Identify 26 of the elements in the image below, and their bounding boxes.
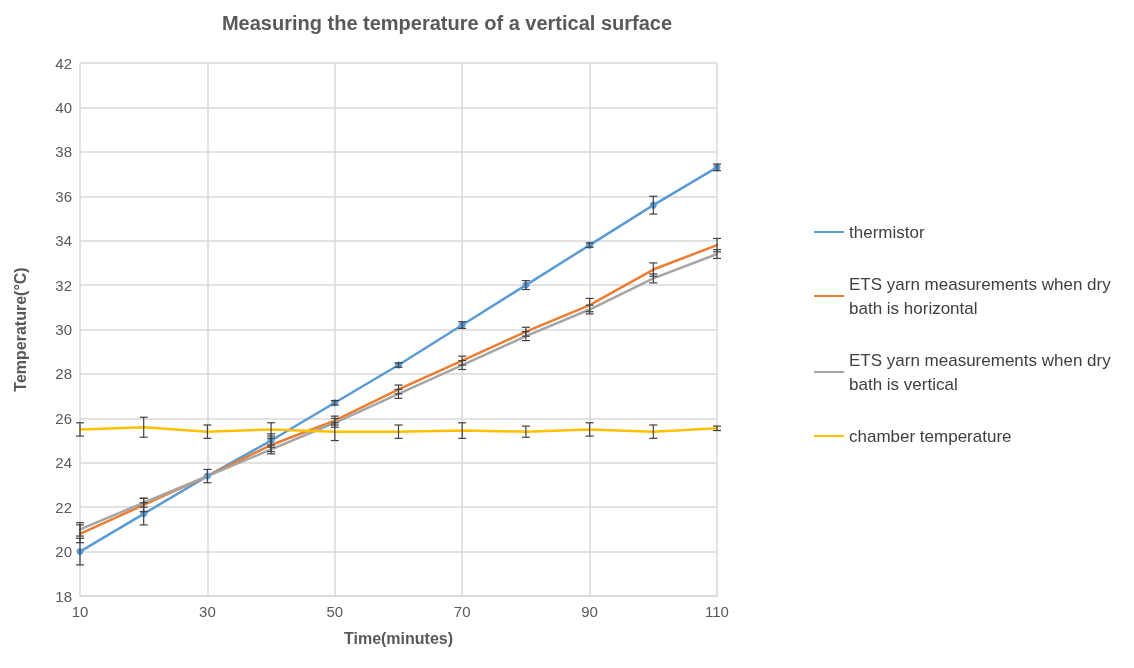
y-tick-label: 28 (55, 365, 72, 383)
y-tick-label: 34 (55, 232, 72, 250)
x-tick-label: 50 (326, 603, 344, 620)
x-tick-label: 10 (71, 603, 89, 620)
y-tick-label: 42 (55, 54, 72, 72)
chart-title: Measuring the temperature of a vertical surface (221, 12, 673, 34)
x-tick-label: 90 (581, 603, 598, 620)
y-tick-label: 18 (55, 587, 72, 605)
y-tick-label: 26 (55, 409, 72, 427)
y-axis-title: Temperature(°C) (11, 267, 29, 392)
y-tick-label: 24 (55, 454, 72, 472)
legend-label: ETS yarn measurements when dry bath is horizontal (849, 274, 1116, 318)
y-tick-label: 22 (55, 498, 72, 516)
legend-label: thermistor (849, 222, 925, 242)
y-tick-label: 36 (55, 187, 72, 205)
y-tick-label: 32 (55, 276, 72, 294)
y-tick-label: 20 (55, 543, 72, 561)
y-tick-label: 38 (55, 143, 72, 161)
x-axis-title: Time(minutes) (343, 629, 454, 647)
y-tick-label: 40 (55, 98, 72, 116)
legend-label: chamber temperature (849, 426, 1012, 446)
x-tick-label: 30 (199, 603, 216, 620)
x-tick-label: 70 (453, 603, 471, 620)
y-tick-label: 30 (55, 321, 72, 338)
legend-label: ETS yarn measurements when dry bath is vertical (849, 350, 1116, 394)
x-tick-label: 110 (705, 603, 729, 620)
